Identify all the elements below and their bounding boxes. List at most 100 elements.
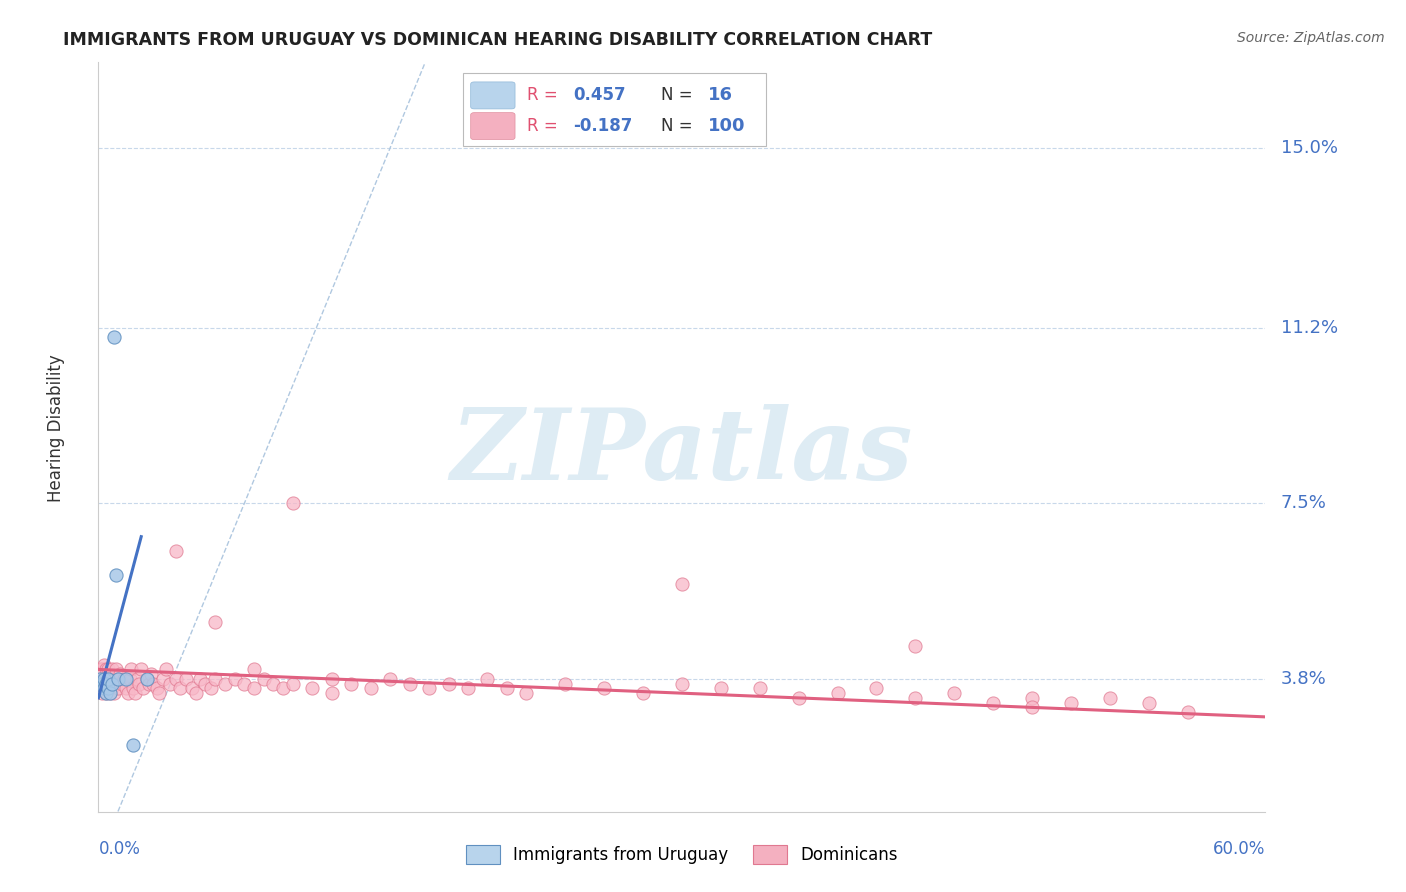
Point [184,686,207,700]
Point [96,676,118,690]
Point [214,676,236,690]
Point [233,676,256,690]
Point [152,672,174,686]
Point [194,676,217,690]
Text: 3.8%: 3.8% [1281,670,1327,688]
Point [340,676,363,690]
Point [111,676,134,690]
Point [515,686,537,700]
Point [271,681,294,696]
Point [1098,690,1121,705]
Point [136,672,159,686]
Point [904,639,927,653]
Point [165,672,187,686]
Point [98,686,121,700]
Point [136,672,159,686]
Point [91,663,114,677]
Point [593,681,616,696]
Point [554,676,576,690]
Point [122,681,145,696]
FancyBboxPatch shape [471,82,515,109]
Text: 0.0%: 0.0% [98,840,141,858]
Text: 16: 16 [707,87,733,104]
Point [128,676,150,690]
Point [398,676,420,690]
Point [437,676,460,690]
Point [112,672,135,686]
Point [1177,705,1199,719]
Point [1137,696,1160,710]
Point [1021,690,1043,705]
Point [96,676,118,690]
Text: N =: N = [661,117,697,135]
Point [91,676,114,690]
Point [117,686,139,700]
Legend: Immigrants from Uruguay, Dominicans: Immigrants from Uruguay, Dominicans [460,838,904,871]
Text: 100: 100 [707,117,745,135]
Point [104,567,127,582]
Point [104,663,127,677]
Point [97,672,120,686]
Point [96,686,118,700]
Point [91,676,114,690]
Point [204,615,226,629]
Point [97,681,120,696]
Point [139,667,162,681]
Text: R =: R = [527,117,562,135]
Point [89,676,111,690]
Point [671,577,693,591]
Point [865,681,887,696]
Text: Hearing Disability: Hearing Disability [48,354,65,502]
Point [97,672,120,686]
Point [631,686,654,700]
Point [671,676,693,690]
Point [96,686,118,700]
Point [253,672,276,686]
Point [418,681,440,696]
Point [165,544,187,558]
Point [169,681,191,696]
Point [114,672,136,686]
Point [281,496,304,510]
Point [301,681,323,696]
Text: Source: ZipAtlas.com: Source: ZipAtlas.com [1237,31,1385,45]
Point [138,676,160,690]
Point [155,663,177,677]
Point [122,739,145,753]
Point [146,681,169,696]
Point [200,681,222,696]
Point [89,672,111,686]
Point [787,690,810,705]
Point [98,686,121,700]
Point [114,681,136,696]
Point [93,681,115,696]
Text: N =: N = [661,87,697,104]
Text: IMMIGRANTS FROM URUGUAY VS DOMINICAN HEARING DISABILITY CORRELATION CHART: IMMIGRANTS FROM URUGUAY VS DOMINICAN HEA… [63,31,932,49]
Text: 11.2%: 11.2% [1281,319,1339,337]
Point [97,663,120,677]
Point [124,686,146,700]
Point [103,672,125,686]
Point [127,672,149,686]
Point [97,681,120,696]
Point [981,696,1004,710]
Point [1060,696,1083,710]
Point [188,672,211,686]
Point [243,681,266,696]
Text: 0.457: 0.457 [574,87,626,104]
Point [174,672,197,686]
Point [101,676,124,690]
Point [380,672,402,686]
Point [827,686,849,700]
Text: ZIPatlas: ZIPatlas [451,404,912,500]
FancyBboxPatch shape [471,112,515,140]
Point [96,663,118,677]
Point [91,686,114,700]
Point [107,672,129,686]
Point [101,663,124,677]
Text: 7.5%: 7.5% [1281,494,1327,513]
Point [129,663,152,677]
Point [321,672,343,686]
Point [107,681,129,696]
Point [132,681,155,696]
